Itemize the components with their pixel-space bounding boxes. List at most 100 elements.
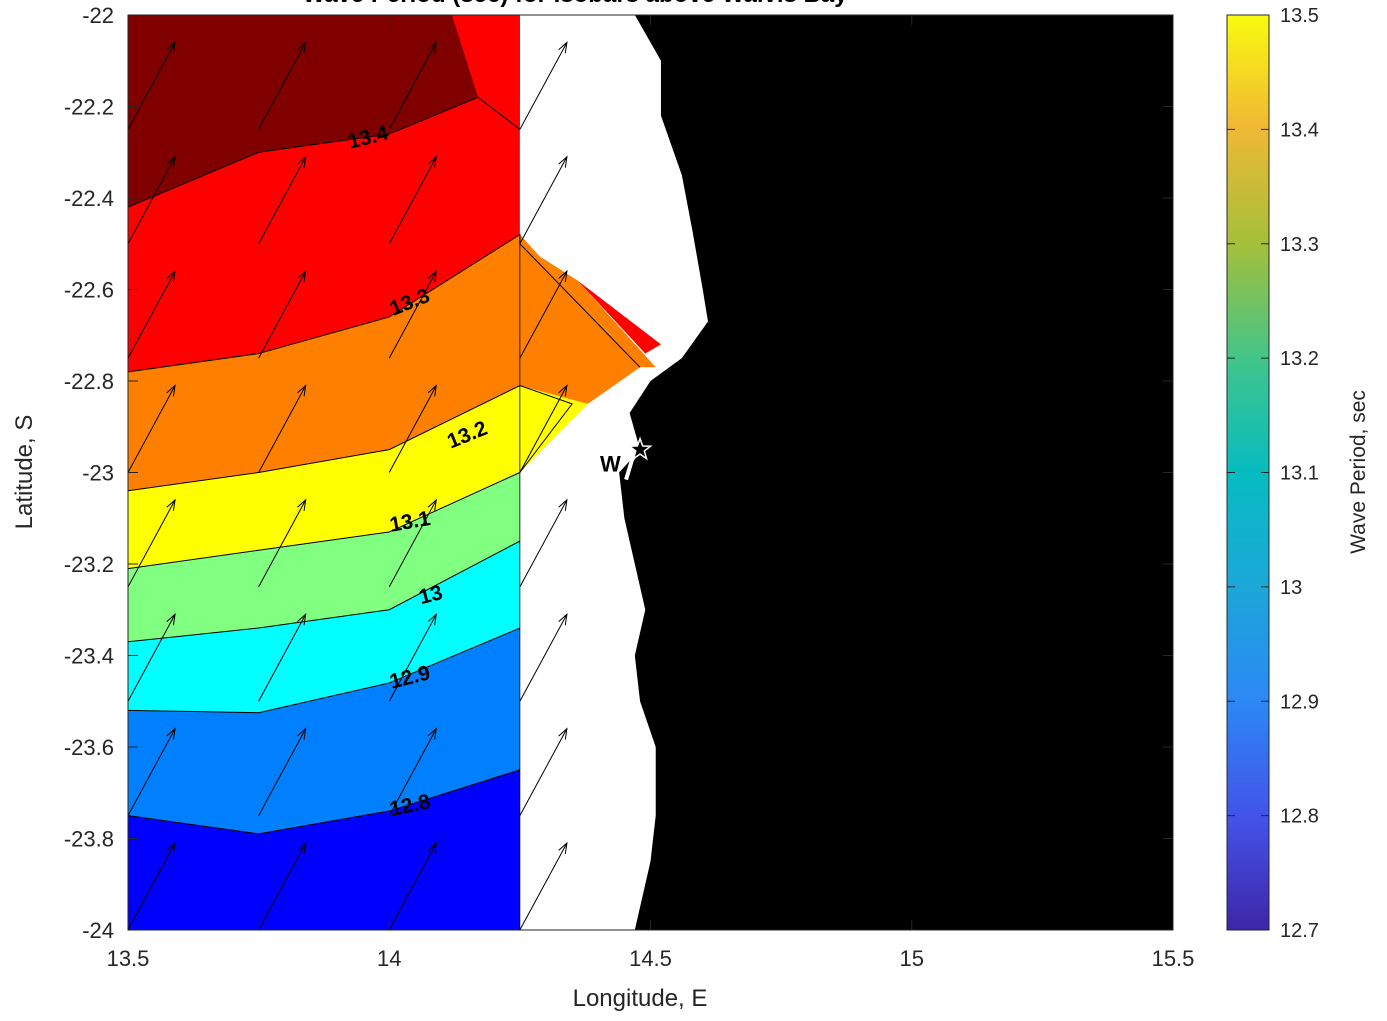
vector-shaft <box>258 728 307 816</box>
wave-vector <box>258 613 307 702</box>
y-axis-label: Latitude, S <box>11 415 38 530</box>
wave-vector <box>128 841 176 930</box>
wave-vector <box>128 498 176 588</box>
wave-vector <box>258 269 307 359</box>
y-tick-label: -23.4 <box>64 644 114 669</box>
contour-label: 13 <box>417 581 445 609</box>
vector-shaft <box>258 15 260 16</box>
vector-shaft <box>519 728 568 816</box>
y-axis: -24 -23.8 -23.6 -23.4 -23.2 -23 -22.8 -22.6 -22.… <box>64 3 1173 943</box>
colorbar-tick-label: 13 <box>1280 577 1302 599</box>
wave-vector <box>519 384 568 473</box>
contour-lines <box>128 96 641 930</box>
x-tick-label: 13.5 <box>107 946 150 971</box>
marker-label: W <box>600 452 621 477</box>
chart-title: Wave Period (sec) for Isobars above Walv… <box>302 0 848 8</box>
x-tick-label: 14 <box>377 946 401 971</box>
vector-head <box>166 269 176 283</box>
vector-head <box>297 155 307 168</box>
vector-head <box>558 384 568 397</box>
x-tick-label: 14.5 <box>629 946 672 971</box>
wave-vector <box>128 269 176 359</box>
vector-shaft <box>388 614 437 702</box>
vector-head <box>297 41 307 54</box>
contour-line <box>128 472 521 570</box>
contour-band <box>519 234 641 404</box>
y-tick-label: -23.6 <box>64 735 114 760</box>
wave-vector <box>519 613 568 702</box>
vector-head <box>166 841 176 855</box>
wave-vector <box>258 41 307 130</box>
vector-shaft <box>128 385 176 473</box>
wave-vector <box>388 384 437 473</box>
vector-head <box>166 155 176 168</box>
contour-line <box>128 233 641 373</box>
vector-head <box>166 498 176 511</box>
vector-shaft <box>388 385 437 473</box>
vector-shaft <box>128 728 176 816</box>
wave-vector <box>519 727 568 816</box>
wave-direction-vectors <box>128 15 568 930</box>
location-marker: W <box>600 436 653 481</box>
vector-shaft <box>128 270 176 359</box>
contour-band <box>128 472 520 642</box>
wave-vector <box>128 15 129 16</box>
wave-vector <box>258 384 307 473</box>
contour-band <box>577 280 661 354</box>
colorbar-tick-label: 12.9 <box>1280 691 1319 713</box>
vector-shaft <box>128 499 176 588</box>
vector-shaft <box>258 270 307 359</box>
wave-vector <box>258 15 260 16</box>
wave-vector <box>388 155 437 244</box>
vector-head <box>558 613 568 626</box>
wave-vector <box>388 841 437 930</box>
x-tick-label: 15 <box>900 946 924 971</box>
y-tick-label: -22 <box>82 3 114 28</box>
vector-shaft <box>128 15 129 16</box>
vector-head <box>427 841 437 855</box>
vector-head <box>297 727 307 740</box>
vector-shaft <box>258 156 307 244</box>
vector-shaft <box>519 156 568 244</box>
wave-vector <box>388 727 437 816</box>
vector-head <box>558 498 568 511</box>
vector-head <box>166 727 176 740</box>
vector-head <box>297 841 307 855</box>
contour-line <box>128 769 521 835</box>
vector-shaft <box>519 270 568 359</box>
vector-shaft <box>128 156 176 244</box>
y-tick-label: -23.2 <box>64 552 114 577</box>
vector-shaft <box>258 385 307 473</box>
vector-head <box>558 41 568 54</box>
vector-head <box>427 727 437 740</box>
wave-vector <box>519 269 568 359</box>
colorbar-tick-label: 12.7 <box>1280 920 1319 942</box>
y-tick-label: -24 <box>82 918 114 943</box>
vector-head <box>427 155 437 168</box>
vector-shaft <box>519 499 568 588</box>
vector-head <box>427 613 437 626</box>
star-icon <box>627 436 653 461</box>
x-tick-label: 15.5 <box>1152 946 1195 971</box>
vector-shaft <box>388 156 437 244</box>
colorbar: 12.7 12.8 12.9 13 13.1 13.2 13.3 13.4 13.5 Wave … <box>1226 5 1370 942</box>
y-tick-label: -23 <box>82 461 114 486</box>
y-tick-label: -22.8 <box>64 369 114 394</box>
contour-line <box>128 96 521 208</box>
contour-band <box>451 15 520 130</box>
colorbar-tick-label: 13.5 <box>1280 5 1319 27</box>
vector-head <box>427 269 437 283</box>
contour-band <box>519 234 656 368</box>
wave-vector <box>258 498 307 588</box>
vector-shaft <box>128 842 176 930</box>
vector-shaft <box>519 614 568 702</box>
wave-vector <box>128 727 176 816</box>
vector-head <box>427 498 437 511</box>
colorbar-tick-label: 13.4 <box>1280 119 1319 141</box>
colorbar-tick-label: 13.2 <box>1280 348 1319 370</box>
wave-vector <box>388 41 437 130</box>
wave-vector <box>258 155 307 244</box>
vector-shaft <box>519 42 568 130</box>
vector-shaft <box>258 42 307 130</box>
vector-head <box>558 727 568 740</box>
